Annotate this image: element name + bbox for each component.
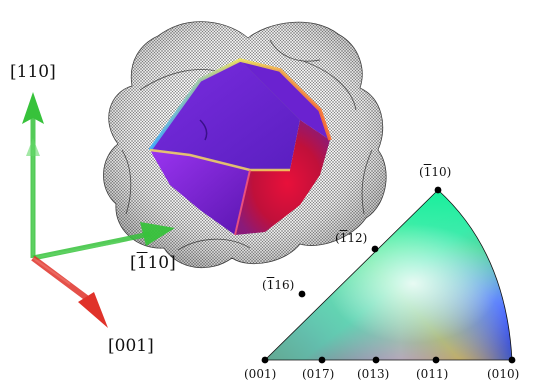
axis-triad (22, 92, 175, 328)
ipf-label-1-12: (112) (335, 231, 368, 245)
axis-label-110: [110] (10, 62, 56, 82)
axis-1-10-arrowhead (140, 222, 175, 246)
ipf-triangle (261, 186, 516, 364)
axis-001-arrowhead (78, 292, 108, 328)
ipf-label-001: (001) (244, 367, 277, 381)
ipf-point-017 (318, 356, 326, 364)
ipf-label-011: (011) (416, 367, 449, 381)
ipf-label-010: (010) (487, 367, 520, 381)
ipf-point-1-12 (371, 245, 379, 253)
ipf-point-001 (261, 356, 269, 364)
ipf-point-1-10 (434, 186, 442, 194)
ipf-label-1-16: (116) (262, 278, 295, 292)
ipf-point-1-16 (298, 290, 306, 298)
axis-label-1-10: [110] (130, 253, 176, 273)
crystal-shape (148, 58, 332, 236)
ipf-point-010 (508, 356, 516, 364)
axis-110-arrowhead (22, 92, 44, 124)
ipf-label-1-10: (110) (419, 165, 452, 179)
ipf-point-013 (372, 356, 380, 364)
ipf-label-017: (017) (302, 367, 335, 381)
ipf-label-013: (013) (357, 367, 390, 381)
axis-label-001: [001] (108, 336, 154, 356)
ipf-point-011 (432, 356, 440, 364)
